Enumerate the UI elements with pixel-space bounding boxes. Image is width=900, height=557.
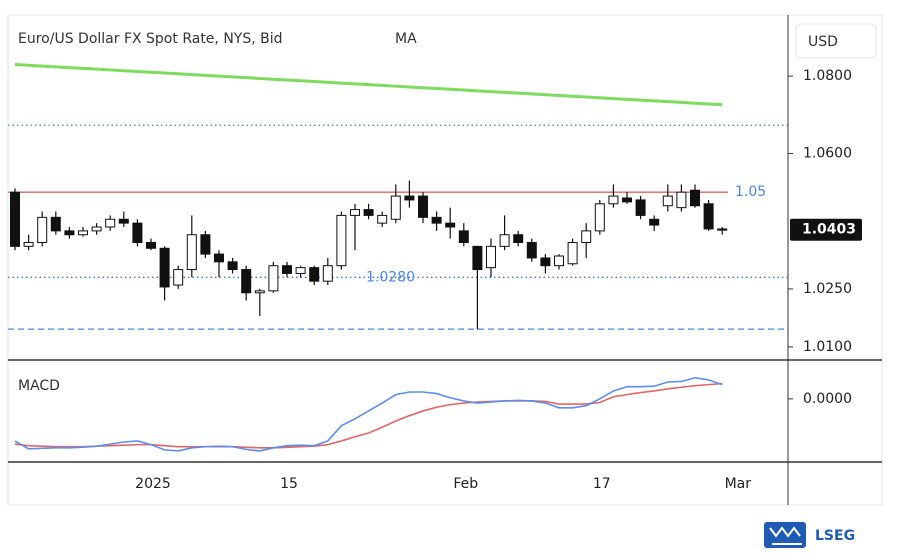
candle-body: [23, 241, 34, 247]
logo-glyph: [769, 526, 802, 545]
candle-body: [173, 269, 184, 286]
candle-body: [404, 195, 415, 201]
macd-line: [14, 382, 723, 449]
frame: [7, 14, 883, 506]
macd-line: [14, 376, 723, 452]
candle-body: [418, 195, 428, 218]
candle-body: [186, 234, 197, 271]
candle-body: [146, 241, 156, 249]
candle-body: [635, 199, 646, 216]
candle-body: [458, 230, 469, 243]
candle-body: [105, 218, 116, 228]
chart-title: Euro/US Dollar FX Spot Rate, NYS, Bid: [18, 31, 283, 47]
candle-body: [10, 191, 20, 247]
candle-body: [445, 222, 456, 228]
candle-body: [295, 267, 306, 274]
level-label: 1.05: [735, 184, 766, 200]
x-tick-label: Feb: [453, 476, 478, 492]
y-tick-label: 1.0100: [803, 339, 852, 355]
y-tick-label: 1.0800: [803, 68, 852, 84]
candle-body: [499, 234, 510, 247]
candle-body: [554, 255, 564, 267]
candle-body: [662, 195, 673, 207]
candle-body: [200, 234, 211, 255]
y-tick-label: 1.0250: [803, 281, 852, 297]
candle-body: [309, 267, 320, 282]
candle-body: [322, 265, 333, 282]
candle-body: [472, 245, 483, 271]
candle-body: [91, 226, 102, 232]
candle-body: [64, 230, 75, 236]
candle-body: [608, 195, 619, 205]
x-tick-label: Mar: [725, 476, 752, 492]
ma-line: [14, 63, 723, 107]
candle-body: [78, 230, 88, 236]
x-tick-label: 17: [593, 476, 611, 492]
candle-body: [526, 241, 537, 259]
currency-label: USD: [808, 34, 838, 50]
candle-body: [282, 265, 292, 274]
last-price-box: [790, 218, 862, 241]
candle-body: [717, 228, 728, 231]
candle-body: [50, 216, 61, 232]
candle-body: [132, 222, 143, 243]
candle-body: [214, 253, 224, 263]
overlay-legend: MA: [395, 31, 417, 47]
candle-body: [513, 234, 524, 243]
candle-body: [431, 216, 442, 224]
currency-box: [795, 23, 877, 59]
candle-body: [703, 203, 714, 230]
candle-body: [268, 265, 279, 292]
candle-body: [390, 195, 401, 220]
candle-body: [350, 209, 360, 216]
candle-body: [363, 209, 374, 216]
candle-body: [241, 269, 252, 294]
candle-body: [581, 230, 592, 243]
lseg-logo: LSEG: [764, 522, 855, 548]
candle-body: [594, 203, 605, 232]
y-tick-label: 1.0600: [803, 146, 852, 162]
x-tick-label: 15: [280, 476, 298, 492]
candle-body: [540, 257, 551, 267]
brand: LSEG: [815, 528, 855, 544]
candle-body: [649, 218, 660, 226]
x-tick-label: 2025: [135, 476, 171, 492]
y-tick-label: 0.0000: [803, 391, 852, 407]
last-price-label: 1.0403: [802, 222, 856, 238]
candle-body: [567, 241, 578, 265]
macd-title: MACD: [18, 378, 60, 394]
candle-body: [118, 218, 129, 224]
candle-body: [622, 197, 632, 203]
level-label: 1.0280: [366, 269, 415, 285]
candle-body: [254, 290, 265, 294]
candle-body: [690, 189, 700, 207]
candle-body: [377, 214, 388, 224]
candle-body: [37, 216, 48, 243]
candle-body: [676, 191, 687, 209]
candle-body: [486, 245, 496, 269]
candle-body: [227, 261, 238, 271]
candle-body: [159, 247, 170, 288]
candle-body: [336, 214, 347, 267]
